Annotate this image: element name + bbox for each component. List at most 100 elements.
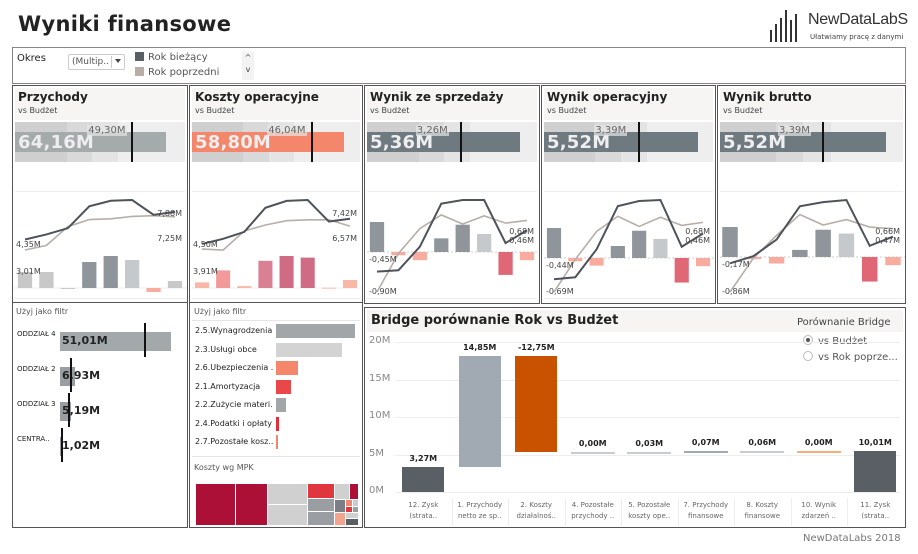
sparkline-bar[interactable] <box>369 222 385 252</box>
sparkline-bar[interactable] <box>146 288 161 292</box>
branch-row[interactable]: ODDZIAŁ 2 6,93M <box>17 358 185 394</box>
cost-type-row[interactable]: 2.1.Amortyzacja <box>195 379 360 398</box>
sparkline-bar[interactable] <box>216 270 231 288</box>
sparkline-bar[interactable] <box>434 238 449 252</box>
cost-type-bar[interactable] <box>276 379 291 394</box>
treemap-cell[interactable] <box>196 484 235 525</box>
cost-type-row[interactable]: 2.6.Ubezpieczenia .. <box>195 361 360 379</box>
branch-bar[interactable] <box>60 402 72 421</box>
sparkline-bar[interactable] <box>546 228 562 258</box>
sparkline-previous-line[interactable] <box>376 214 528 293</box>
sparkline-bar[interactable] <box>674 258 689 283</box>
sparkline-bar[interactable] <box>82 262 97 288</box>
cost-type-bar[interactable] <box>276 324 355 338</box>
treemap-cell[interactable] <box>346 500 352 506</box>
kpi-bullet-chart[interactable]: 64,16M 49,30M <box>15 122 185 162</box>
treemap-cell[interactable] <box>350 484 358 499</box>
cost-type-row[interactable]: 2.3.Usługi obce <box>195 342 360 361</box>
sparkline-bar[interactable] <box>321 287 336 289</box>
legend-scrollbar[interactable]: ^ v <box>242 52 254 80</box>
sparkline-bar[interactable] <box>258 260 273 288</box>
sparkline-bar[interactable] <box>768 257 785 264</box>
radio-vs-budget[interactable]: vs Budżet <box>803 335 867 347</box>
bridge-bar[interactable] <box>570 451 615 454</box>
kpi-sparkline[interactable]: -0,45M -0,90M 0,68M 0,46M <box>367 191 539 299</box>
sparkline-current-line[interactable] <box>201 198 351 245</box>
treemap-cell[interactable] <box>346 507 352 512</box>
branch-bar[interactable] <box>60 332 172 351</box>
radio-selected-icon[interactable] <box>803 335 813 345</box>
sparkline-bar[interactable] <box>412 252 427 261</box>
kpi-sparkline[interactable]: 4,50M 3,91M 7,42M 6,57M <box>192 191 362 299</box>
sparkline-bar[interactable] <box>653 238 668 258</box>
radio-vs-previous-year[interactable]: vs Rok poprze... <box>803 351 898 363</box>
sparkline-current-line[interactable] <box>729 198 894 265</box>
treemap-cell[interactable] <box>308 484 334 498</box>
sparkline-bar[interactable] <box>455 224 470 252</box>
sparkline-bar[interactable] <box>589 258 604 266</box>
kpi-bullet-chart[interactable]: 58,80M 46,04M <box>192 122 360 162</box>
treemap-cell[interactable] <box>346 519 358 525</box>
cost-type-bar[interactable] <box>276 398 287 412</box>
kpi-bullet-chart[interactable]: 5,52M 3,39M <box>720 122 903 162</box>
sparkline-bar[interactable] <box>60 288 75 289</box>
cost-type-bar[interactable] <box>276 416 280 431</box>
treemap-cell[interactable] <box>335 513 345 525</box>
treemap-cell[interactable] <box>346 513 358 518</box>
sparkline-bar[interactable] <box>610 246 625 258</box>
bridge-bar[interactable] <box>627 451 672 454</box>
bridge-bar[interactable] <box>683 450 728 453</box>
sparkline-bar[interactable] <box>792 249 808 257</box>
treemap-cell[interactable] <box>335 484 349 499</box>
bridge-bar[interactable] <box>740 450 785 453</box>
sparkline-bar[interactable] <box>342 280 358 288</box>
cost-type-bar[interactable] <box>276 342 343 357</box>
cost-type-bar[interactable] <box>276 361 299 375</box>
sparkline-previous-line[interactable] <box>24 214 176 251</box>
treemap-cell[interactable] <box>353 507 358 512</box>
treemap-cell[interactable] <box>236 484 267 525</box>
treemap-cell[interactable] <box>308 512 334 525</box>
cost-type-row[interactable]: 2.7.Pozostałe kosz.. <box>195 435 360 453</box>
sparkline-previous-line[interactable] <box>553 215 704 293</box>
period-dropdown[interactable]: (Multip.. <box>68 54 125 70</box>
sparkline-current-line[interactable] <box>24 198 176 241</box>
sparkline-bar[interactable] <box>103 256 118 288</box>
sparkline-bar[interactable] <box>125 260 140 288</box>
sparkline-bar[interactable] <box>279 256 294 288</box>
sparkline-bar[interactable] <box>632 230 647 258</box>
sparkline-previous-line[interactable] <box>201 219 351 251</box>
kpi-sparkline[interactable]: 4,35M 3,01M 7,88M 7,25M <box>15 191 187 299</box>
sparkline-bar[interactable] <box>477 234 492 252</box>
bridge-bar[interactable] <box>796 451 841 454</box>
sparkline-bar[interactable] <box>885 257 901 266</box>
treemap-cell[interactable] <box>268 484 307 504</box>
sparkline-current-line[interactable] <box>376 199 528 273</box>
cost-type-bar[interactable] <box>276 435 278 449</box>
cost-type-row[interactable]: 2.2.Zużycie materi.. <box>195 398 360 416</box>
sparkline-bar[interactable] <box>194 282 210 288</box>
sparkline-bar[interactable] <box>722 227 738 257</box>
kpi-bullet-chart[interactable]: 5,36M 3,26M <box>367 122 537 162</box>
chevron-up-icon[interactable]: ^ <box>244 53 252 62</box>
sparkline-bar[interactable] <box>39 272 54 288</box>
bridge-bar[interactable] <box>854 451 897 492</box>
treemap-cell[interactable] <box>353 500 358 506</box>
sparkline-current-line[interactable] <box>553 198 704 281</box>
chevron-down-icon[interactable]: v <box>245 65 251 74</box>
branch-row[interactable]: CENTRA.. 1,02M <box>17 428 185 464</box>
kpi-sparkline[interactable]: -0,17M -0,86M 0,66M 0,47M <box>720 191 905 299</box>
sparkline-bar[interactable] <box>237 286 252 288</box>
bridge-bar[interactable] <box>402 467 445 492</box>
bridge-bar[interactable] <box>515 356 558 452</box>
treemap-cell[interactable] <box>335 500 345 512</box>
sparkline-bar[interactable] <box>838 233 855 257</box>
sparkline-bar[interactable] <box>300 257 315 288</box>
treemap-cell[interactable] <box>268 505 307 525</box>
kpi-sparkline[interactable]: -0,44M -0,69M 0,68M 0,46M <box>544 191 715 299</box>
sparkline-bar[interactable] <box>519 252 535 261</box>
bridge-bar[interactable] <box>458 356 501 468</box>
sparkline-bar[interactable] <box>861 257 878 282</box>
cost-type-row[interactable]: 2.5.Wynagrodzenia <box>195 324 360 342</box>
sparkline-bar[interactable] <box>167 281 183 288</box>
